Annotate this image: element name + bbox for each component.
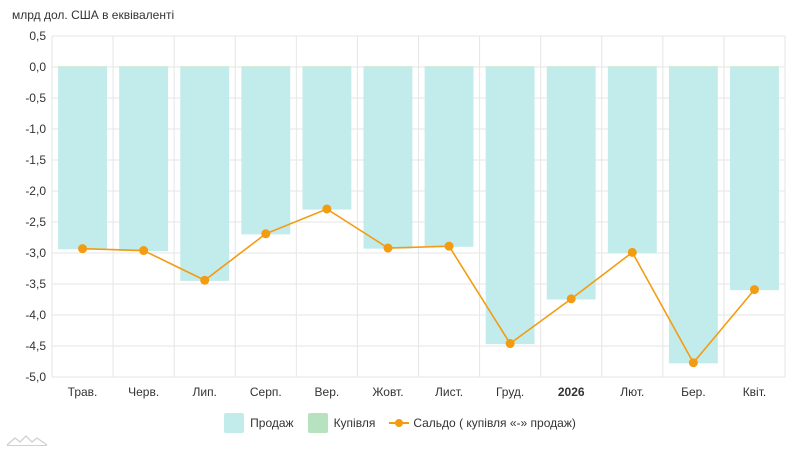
y-tick-label: -4,0 (25, 308, 46, 322)
balance-line-layer (78, 204, 759, 368)
bar-buy (241, 66, 291, 67)
bar-sell (546, 67, 596, 300)
y-axis-unit-label: млрд дол. США в еквіваленті (12, 8, 175, 22)
y-tick-label: -0,5 (25, 91, 46, 105)
bar-buy (119, 66, 169, 67)
bar-buy (485, 66, 535, 67)
legend-swatch-balance (389, 413, 410, 433)
x-tick-label: Лип. (192, 385, 216, 399)
balance-point (78, 244, 88, 254)
balance-point (261, 229, 271, 239)
legend-swatch-buy (307, 413, 328, 433)
bar-sell (302, 67, 352, 210)
x-tick-label: Лют. (620, 385, 644, 399)
y-tick-label: -2,5 (25, 215, 46, 229)
legend-label-buy: Купівля (333, 416, 376, 430)
chart-plot: 0,5 0,0 -0,5 -1,0 -1,5 -2,0 -2,5 -3,0 -3,5 -4,0 -4… (25, 29, 786, 399)
y-tick-label: 0,0 (29, 60, 46, 74)
x-tick-labels: Трав. Черв. Лип. Серп. Вер. Жовт. Лист. Груд. 20… (68, 385, 767, 399)
bar-sell (730, 67, 779, 291)
bar-buy (730, 66, 779, 67)
grid-layer (51, 35, 786, 378)
legend: Продаж Купівля Сальдо ( купівля «-» прод… (0, 413, 800, 433)
legend-swatch-sell (224, 413, 245, 433)
x-tick-label: Груд. (496, 385, 524, 399)
legend-item-balance[interactable]: Сальдо ( купівля «-» продаж) (389, 413, 576, 433)
bar-buy (302, 66, 352, 67)
x-tick-label: 2026 (558, 385, 585, 399)
bar-buy (546, 66, 596, 67)
bar-sell (607, 67, 657, 253)
legend-item-buy[interactable]: Купівля (307, 413, 376, 433)
y-tick-label: -3,5 (25, 277, 46, 291)
bar-buy (363, 66, 413, 67)
balance-point (505, 339, 515, 349)
legend-item-sell[interactable]: Продаж (224, 413, 294, 433)
balance-point (627, 247, 637, 257)
balance-point (383, 243, 393, 253)
bar-buy (58, 66, 107, 67)
balance-point (688, 358, 698, 368)
x-tick-label: Вер. (315, 385, 340, 399)
balance-point (749, 285, 759, 295)
x-tick-label: Лист. (435, 385, 463, 399)
y-tick-label: 0,5 (29, 29, 46, 43)
bar-buy (607, 66, 657, 67)
balance-point (566, 294, 576, 304)
bar-sell (180, 67, 230, 281)
bar-sell (241, 67, 291, 235)
balance-point (200, 275, 210, 285)
balance-line (82, 208, 756, 365)
legend-label-balance: Сальдо ( купівля «-» продаж) (413, 416, 576, 430)
x-tick-label: Серп. (250, 385, 282, 399)
y-tick-label: -1,5 (25, 153, 46, 167)
bar-buy (668, 66, 718, 67)
bar-sell (668, 67, 718, 364)
bar-sell (58, 67, 107, 250)
bar-sell (119, 67, 169, 252)
bar-buy (424, 66, 474, 67)
balance-point (444, 241, 454, 251)
x-tick-label: Черв. (128, 385, 159, 399)
y-tick-label: -3,0 (25, 246, 46, 260)
y-tick-labels: 0,5 0,0 -0,5 -1,0 -1,5 -2,0 -2,5 -3,0 -3,5 -4,0 -4… (25, 29, 46, 384)
x-tick-label: Квіт. (743, 385, 767, 399)
x-tick-label: Жовт. (372, 385, 403, 399)
bar-buy (180, 66, 230, 67)
watermark-logo-icon (6, 435, 48, 446)
bars-layer (58, 66, 779, 364)
legend-label-sell: Продаж (250, 416, 294, 430)
bar-sell (424, 67, 474, 247)
y-tick-label: -1,0 (25, 122, 46, 136)
x-tick-label: Трав. (68, 385, 98, 399)
bar-sell (485, 67, 535, 345)
y-tick-label: -4,5 (25, 339, 46, 353)
bar-sell (363, 67, 413, 249)
balance-point (139, 246, 149, 256)
y-tick-label: -2,0 (25, 184, 46, 198)
y-tick-label: -5,0 (25, 370, 46, 384)
balance-point (322, 204, 332, 214)
x-tick-label: Бер. (681, 385, 706, 399)
